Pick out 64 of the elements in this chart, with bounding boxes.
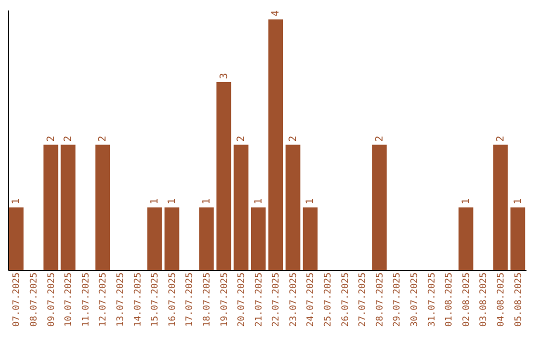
- x-tick-label: 01.08.2025: [444, 272, 455, 327]
- bar: [510, 207, 526, 270]
- x-tick-label: 05.08.2025: [514, 272, 524, 327]
- x-tick-label: 16.07.2025: [168, 272, 178, 327]
- x-tick-label: 07.07.2025: [12, 272, 22, 327]
- x-tick-label: 13.07.2025: [116, 272, 126, 327]
- x-tick-label: 03.08.2025: [479, 272, 490, 327]
- data-label: 2: [374, 136, 386, 142]
- x-tick-label: 18.07.2025: [202, 272, 212, 327]
- bar: [302, 207, 318, 270]
- x-tick-label: 17.07.2025: [185, 272, 196, 327]
- data-label: 2: [46, 136, 57, 142]
- data-label: 1: [201, 198, 212, 204]
- x-tick-label: 28.07.2025: [375, 272, 386, 327]
- bar: [493, 144, 508, 270]
- x-tick-label: 15.07.2025: [150, 272, 161, 327]
- data-label: 2: [63, 136, 74, 142]
- data-label: 1: [150, 198, 161, 204]
- x-tick-label: 23.07.2025: [288, 272, 299, 327]
- bar: [95, 144, 110, 270]
- data-label: 1: [305, 198, 316, 204]
- bar: [458, 207, 474, 270]
- x-tick-label: 08.07.2025: [30, 272, 40, 327]
- bar: [268, 19, 283, 270]
- bar: [286, 144, 300, 270]
- data-label: 2: [236, 136, 248, 142]
- x-tick-label: 20.07.2025: [237, 272, 248, 327]
- x-tick-label: 10.07.2025: [64, 272, 74, 327]
- data-label: 1: [11, 198, 22, 204]
- bar: [147, 207, 162, 270]
- data-label: 1: [512, 198, 524, 204]
- data-label: 3: [218, 73, 230, 80]
- bar: [199, 207, 214, 270]
- data-label: 2: [495, 136, 506, 142]
- x-tick-label: 21.07.2025: [254, 272, 264, 327]
- x-tick-label: 19.07.2025: [220, 272, 230, 327]
- bar: [8, 207, 24, 270]
- bar: [251, 207, 266, 270]
- data-label: 1: [253, 198, 264, 204]
- x-tick-label: 27.07.2025: [358, 272, 368, 327]
- bar: [234, 144, 248, 270]
- x-tick-label: 11.07.2025: [81, 272, 92, 327]
- data-label: 2: [98, 136, 109, 142]
- data-label: 1: [460, 198, 472, 204]
- bar: [216, 82, 232, 270]
- x-tick-label: 29.07.2025: [392, 272, 403, 327]
- bar: [60, 144, 76, 270]
- data-label: 4: [270, 10, 282, 16]
- x-tick-label: 12.07.2025: [98, 272, 109, 327]
- x-tick-label: 04.08.2025: [496, 272, 506, 327]
- x-tick-label: 31.07.2025: [427, 272, 438, 327]
- x-tick-label: 22.07.2025: [272, 272, 282, 327]
- x-tick-label: 02.08.2025: [462, 272, 472, 327]
- data-label: 1: [166, 198, 178, 204]
- x-tick-label: 26.07.2025: [340, 272, 351, 327]
- x-tick-label: 14.07.2025: [133, 272, 144, 327]
- bar: [43, 144, 58, 270]
- x-tick-label: 24.07.2025: [306, 272, 316, 327]
- x-tick-label: 25.07.2025: [324, 272, 334, 327]
- x-tick-label: 30.07.2025: [410, 272, 420, 327]
- data-label: 2: [288, 136, 299, 142]
- bar: [164, 207, 180, 270]
- x-tick-label: 09.07.2025: [46, 272, 57, 327]
- bar: [372, 144, 387, 270]
